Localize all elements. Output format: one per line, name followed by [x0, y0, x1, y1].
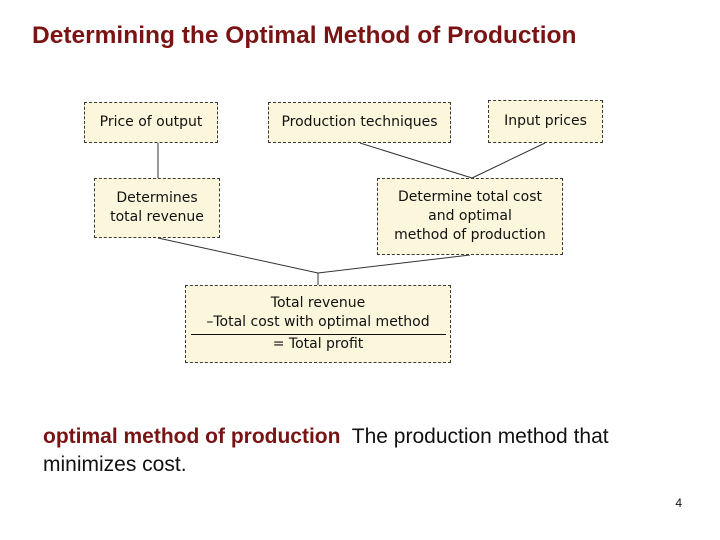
slide-title: Determining the Optimal Method of Produc… — [32, 22, 577, 49]
connector-cost-to-profit — [317, 254, 471, 274]
production-techniques-box: Production techniques — [268, 102, 451, 143]
definition-term: optimal method of production — [43, 425, 341, 448]
production-techniques-label: Production techniques — [281, 114, 438, 130]
price-of-output-box: Price of output — [84, 102, 218, 143]
connector-inputprices-to-cost — [471, 142, 546, 179]
determine-total-cost-box: Determine total cost and optimal method … — [377, 178, 563, 255]
definition: optimal method of production The product… — [43, 423, 683, 479]
determine-total-cost-line-1: Determine total cost — [398, 189, 542, 205]
subtraction-rule — [190, 334, 446, 335]
input-prices-box: Input prices — [488, 100, 603, 143]
definition-text: The production method that minimizes cos… — [43, 425, 609, 476]
total-revenue-line: Total revenue — [270, 295, 366, 311]
connector-techniques-to-cost — [359, 142, 473, 179]
determine-total-cost-line-2: and optimal — [428, 208, 512, 224]
total-profit-box: Total revenue –Total cost with optimal m… — [185, 285, 451, 363]
determines-total-revenue-line-2: total revenue — [110, 209, 204, 225]
total-cost-line: –Total cost with optimal method — [206, 314, 430, 330]
determine-total-cost-line-3: method of production — [394, 227, 546, 243]
price-of-output-label: Price of output — [99, 114, 203, 130]
total-profit-line: = Total profit — [272, 336, 364, 352]
page-number: 4 — [675, 496, 682, 510]
determines-total-revenue-box: Determines total revenue — [94, 178, 220, 238]
input-prices-label: Input prices — [504, 113, 587, 129]
determines-total-revenue-line-1: Determines — [116, 190, 198, 206]
connector-revenue-to-profit — [157, 237, 319, 274]
